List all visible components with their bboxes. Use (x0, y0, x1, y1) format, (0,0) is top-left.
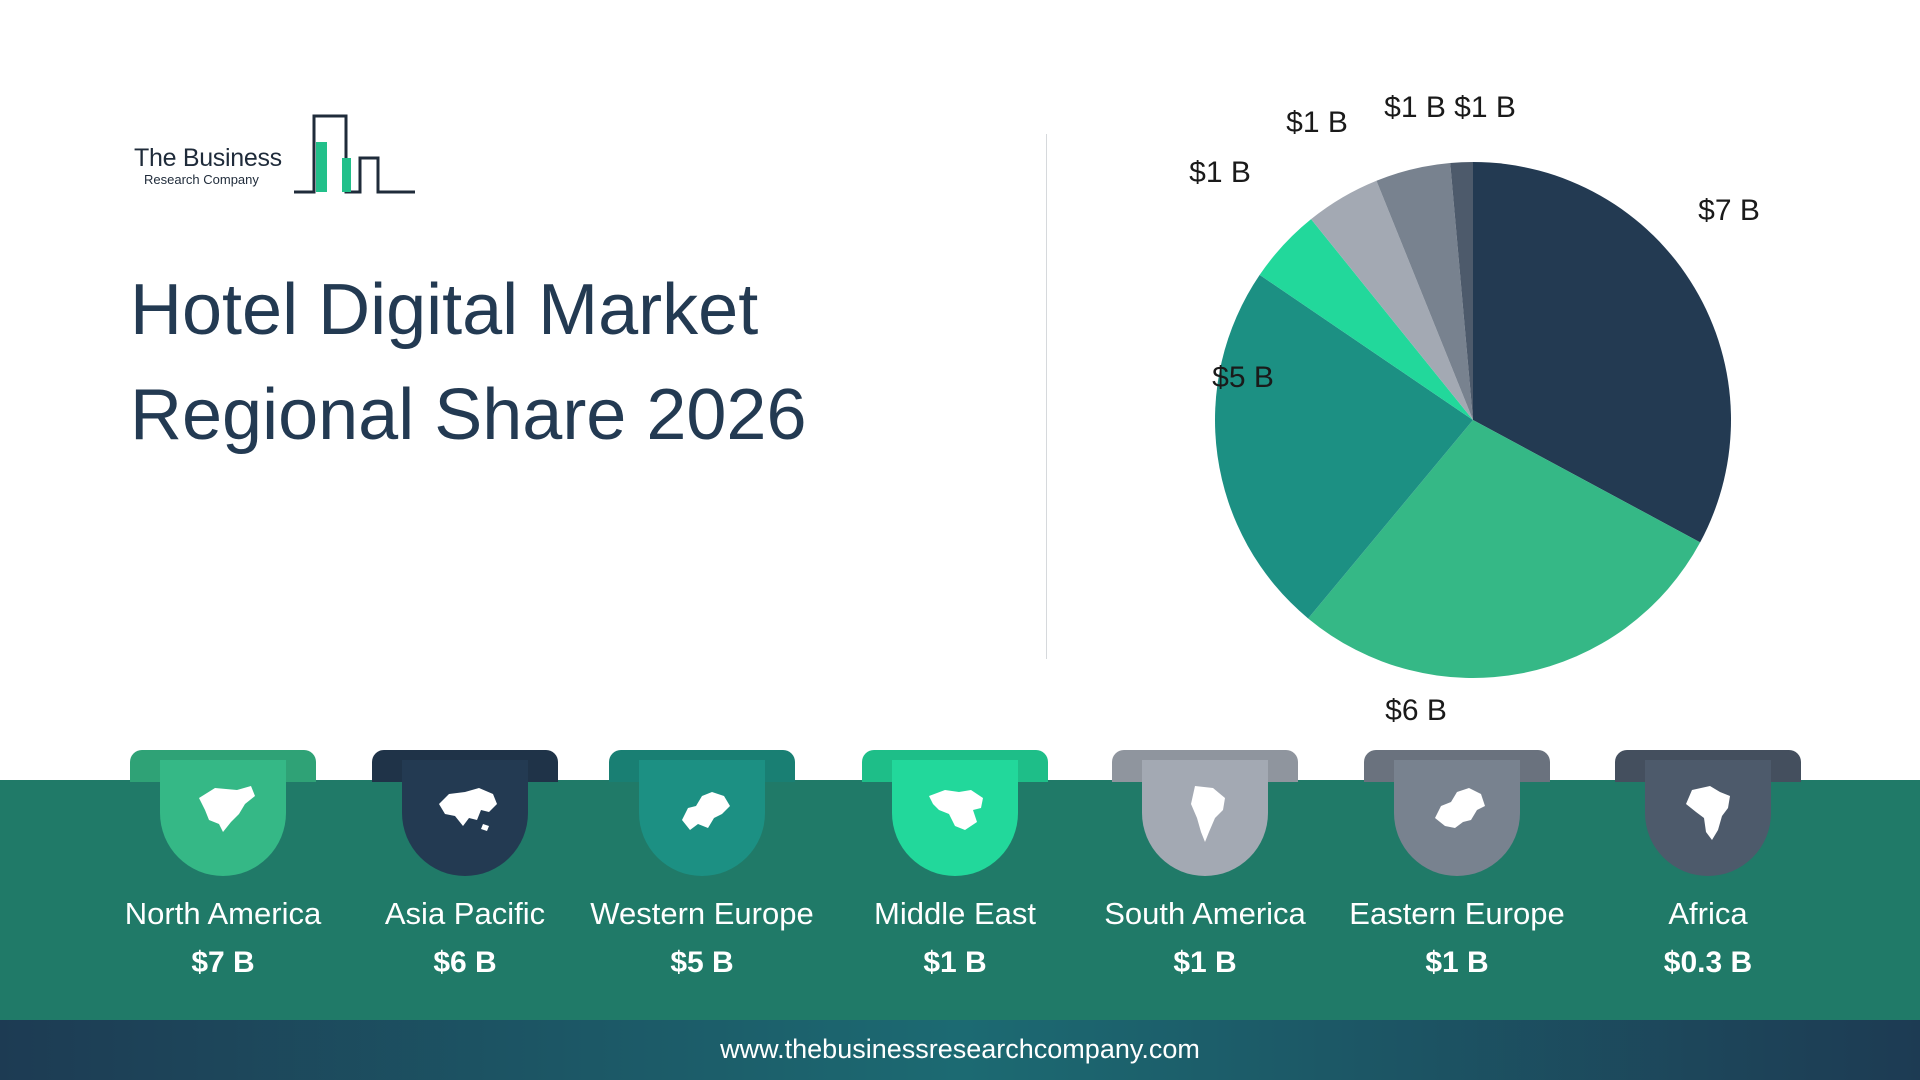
eastern-europe-map-icon (1435, 788, 1485, 828)
africa-map-icon (1686, 786, 1730, 840)
region-name: Africa (1668, 896, 1748, 931)
pie-slice-middle-east (1259, 219, 1473, 420)
region-badge (892, 760, 1018, 876)
pie-slice-asia-pacific (1308, 420, 1701, 678)
pie-chart: $7 B$6 B$5 B$1 B$1 B $1 B $1 B (1189, 91, 1760, 727)
pie-label-middle-east: $1 B (1189, 156, 1251, 189)
logo-name: The Business (134, 144, 282, 172)
pie-label-north-america: $7 B (1698, 194, 1760, 227)
region-name: Western Europe (590, 896, 814, 931)
region-badge (1142, 760, 1268, 876)
region-name: South America (1104, 896, 1306, 931)
north-america-map-icon (199, 786, 255, 832)
middle-east-map-icon (929, 790, 983, 830)
south-america-map-icon (1191, 786, 1225, 842)
region-name: Eastern Europe (1349, 896, 1565, 931)
region-badge (639, 760, 765, 876)
region-card-eastern-europe: Eastern Europe $1 B (1349, 750, 1565, 1010)
region-value: $1 B (1425, 946, 1489, 979)
region-value: $0.3 B (1663, 946, 1753, 979)
region-card-africa: Africa $0.3 B (1615, 750, 1805, 1010)
region-name: North America (124, 896, 322, 931)
region-card-western-europe: Western Europe $5 B (590, 750, 814, 1010)
region-badge (1394, 760, 1520, 876)
pie-slice-western-europe (1215, 274, 1473, 619)
pie-label-eastern-europe: $1 B (1384, 91, 1446, 124)
region-name: Middle East (874, 896, 1036, 931)
title-line-2: Regional Share 2026 (130, 375, 807, 455)
footer: www.thebusinessresearchcompany.com (0, 1020, 1920, 1080)
region-value: $1 B (923, 946, 987, 979)
page-title: Hotel Digital Market Regional Share 2026 (130, 258, 807, 468)
region-badge (1645, 760, 1771, 876)
region-name: Asia Pacific (384, 896, 546, 931)
logo-subname: Research Company (144, 172, 259, 187)
pie-slice-eastern-europe (1376, 163, 1473, 421)
footer-url: www.thebusinessresearchcompany.com (720, 1034, 1200, 1064)
pie-label-asia-pacific: $6 B (1385, 694, 1447, 727)
pie-slice-south-america (1311, 180, 1473, 420)
title-line-1: Hotel Digital Market (130, 270, 759, 350)
region-card-asia-pacific: Asia Pacific $6 B (372, 750, 562, 1010)
region-card-middle-east: Middle East $1 B (862, 750, 1052, 1010)
pie-slice-north-america (1473, 162, 1731, 543)
pie-label-western-europe: $5 B (1212, 361, 1274, 394)
asia-map-icon (439, 788, 497, 831)
company-logo: The Business Research Company (134, 110, 424, 200)
pie-label-south-america: $1 B (1286, 106, 1348, 139)
region-card-north-america: North America $7 B (125, 750, 321, 1010)
region-value: $6 B (433, 946, 497, 979)
logo-buildings-icon (294, 114, 415, 194)
region-value: $5 B (670, 946, 734, 979)
pie-label-africa: $1 B (1454, 91, 1516, 124)
region-value: $1 B (1173, 946, 1237, 979)
region-badge (160, 760, 286, 876)
vertical-divider (1046, 134, 1047, 659)
region-value: $7 B (191, 946, 255, 979)
region-badge (402, 760, 528, 876)
region-card-south-america: South America $1 B (1104, 750, 1306, 1010)
pie-slice-africa (1450, 162, 1473, 420)
western-europe-map-icon (682, 792, 730, 830)
